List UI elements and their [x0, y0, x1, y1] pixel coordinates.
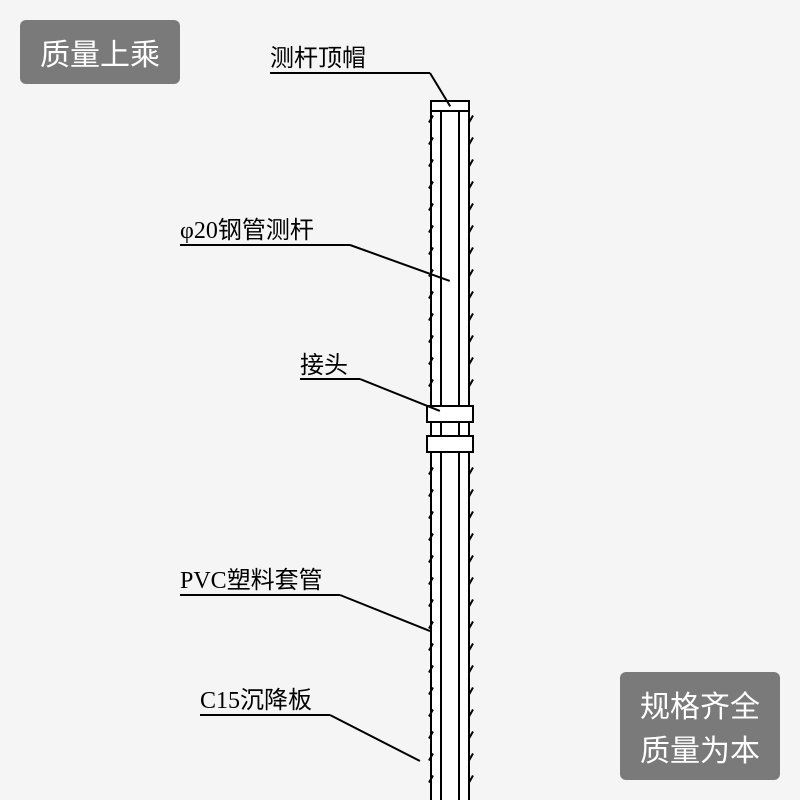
- label-pvc: PVC塑料套管: [180, 560, 323, 595]
- label-joint: 接头: [300, 345, 348, 380]
- rod-cap: [430, 100, 470, 112]
- quality-badge-topleft: 质量上乘: [20, 20, 180, 84]
- label-rod: φ20钢管测杆: [180, 210, 314, 245]
- leader-h-rod: [180, 244, 350, 246]
- leader-d-pvc: [340, 594, 431, 632]
- label-plate: C15沉降板: [200, 680, 312, 715]
- quality-badge-bottomright: 规格齐全质量为本: [620, 672, 780, 780]
- leader-h-pvc: [180, 594, 340, 596]
- leader-h-joint: [300, 378, 360, 380]
- leader-h-cap: [270, 72, 430, 74]
- joint-collar-lower: [426, 435, 474, 453]
- label-cap: 测杆顶帽: [270, 38, 366, 73]
- leader-d-plate: [330, 714, 421, 762]
- leader-h-plate: [200, 714, 330, 716]
